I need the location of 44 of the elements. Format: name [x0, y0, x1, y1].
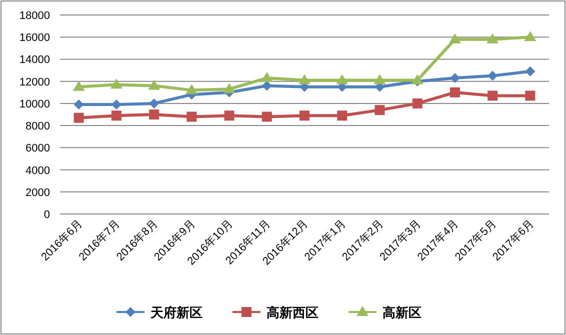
- point: [486, 33, 499, 44]
- point: [224, 110, 234, 121]
- point: [148, 80, 160, 90]
- legend-label: 天府新区: [150, 305, 202, 320]
- point: [186, 112, 197, 122]
- point: [74, 100, 84, 110]
- point: [186, 84, 198, 94]
- point: [488, 90, 498, 101]
- point: [74, 112, 84, 123]
- y-tick-label: 18000: [19, 10, 50, 22]
- y-tick-label: 2000: [26, 186, 50, 199]
- point: [525, 90, 536, 101]
- point: [223, 83, 236, 94]
- point: [262, 80, 272, 91]
- y-tick-label: 16000: [19, 32, 50, 44]
- y-tick-label: 6000: [26, 142, 50, 155]
- point: [450, 87, 460, 98]
- point: [525, 66, 536, 76]
- y-tick-label: 12000: [19, 76, 50, 88]
- legend-label: 高新区: [382, 305, 422, 320]
- point: [111, 110, 122, 121]
- point: [110, 78, 122, 89]
- point: [336, 74, 348, 84]
- point: [300, 110, 310, 121]
- point: [448, 33, 461, 44]
- point: [488, 70, 498, 81]
- point: [72, 80, 85, 91]
- point: [149, 110, 160, 120]
- point: [450, 73, 460, 84]
- legend-label: 高新西区: [266, 305, 318, 320]
- point: [260, 72, 273, 82]
- point: [374, 105, 385, 116]
- y-tick-label: 10000: [19, 98, 50, 110]
- point: [337, 110, 348, 121]
- y-tick-label: 4000: [26, 164, 50, 177]
- y-tick-label: 14000: [19, 54, 50, 66]
- y-tick-label: 8000: [26, 120, 50, 133]
- point: [374, 74, 386, 84]
- point: [298, 74, 310, 84]
- point: [149, 98, 160, 108]
- point: [524, 31, 536, 42]
- point: [262, 112, 272, 122]
- y-tick-label: 0: [44, 209, 50, 221]
- point: [412, 98, 422, 108]
